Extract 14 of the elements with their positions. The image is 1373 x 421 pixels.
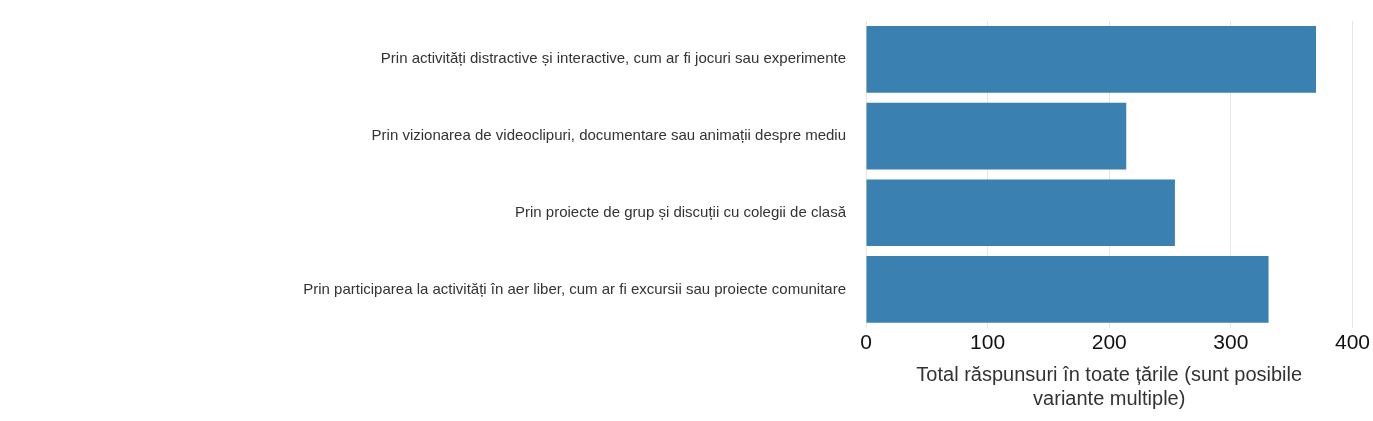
bar — [866, 102, 1127, 170]
bar — [866, 256, 1269, 323]
bar — [866, 179, 1175, 247]
y-tick-label: Prin vizionarea de videoclipuri, documentare sau animații despre mediu — [371, 126, 846, 144]
y-tick-label: Prin proiecte de grup și discuții cu colegii de clasă — [514, 202, 847, 220]
x-tick-label: 400 — [1334, 330, 1370, 354]
x-tick-label: 100 — [970, 330, 1006, 354]
x-tick-label: 200 — [1091, 330, 1127, 354]
y-tick-label: Prin activități distractive și interactive, cum ar fi jocuri sau experimente — [380, 49, 846, 67]
x-axis-title: Total răspunsuri în toate țările (sunt posibile variante multiple) — [916, 362, 1303, 409]
x-tick-label: 300 — [1213, 330, 1249, 354]
bar — [866, 25, 1316, 93]
x-tick-label: 0 — [860, 330, 872, 354]
y-tick-label: Prin participarea la activități în aer liber, cum ar fi excursii sau proiecte comunitare — [303, 279, 846, 297]
